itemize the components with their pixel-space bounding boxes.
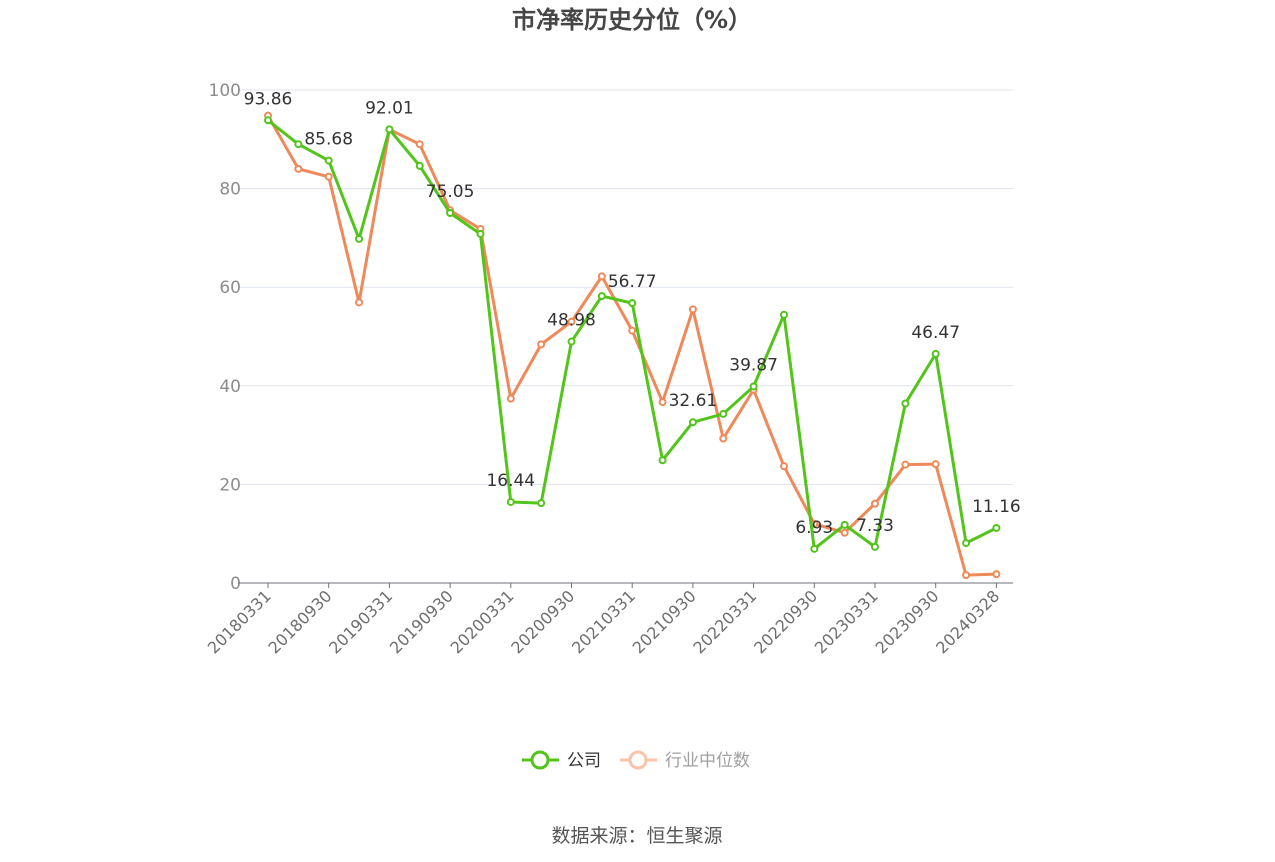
y-tick-label: 60 (219, 278, 241, 298)
data-point[interactable] (324, 156, 333, 165)
data-point[interactable] (810, 544, 819, 553)
x-tick-label: 20200331 (447, 586, 518, 657)
data-point[interactable] (658, 456, 667, 465)
x-tick-label: 20230331 (811, 586, 882, 657)
data-point[interactable] (476, 229, 485, 238)
x-tick-label: 20180331 (204, 586, 275, 657)
data-labels: 93.86 85.68 92.01 75.05 16.44 48.98 56.77 32.61… (244, 89, 1021, 538)
data-point[interactable] (901, 399, 910, 408)
data-point[interactable] (415, 161, 424, 170)
x-axis: 2018033120180930201903312019093020200331… (204, 583, 1003, 657)
data-label: 39.87 (729, 355, 778, 375)
data-point[interactable] (931, 460, 940, 469)
legend-industry-label: 行业中位数 (665, 751, 750, 771)
data-point[interactable] (446, 209, 455, 218)
legend-company-marker (530, 750, 550, 770)
data-point[interactable] (901, 460, 910, 469)
data-point[interactable] (264, 116, 272, 125)
data-label: 56.77 (608, 272, 657, 292)
data-point[interactable] (597, 272, 606, 281)
data-point[interactable] (871, 499, 879, 508)
data-point[interactable] (294, 164, 303, 173)
legend-item-industry-median[interactable]: 行业中位数 (620, 750, 750, 771)
data-point[interactable] (415, 140, 424, 149)
data-point[interactable] (294, 140, 303, 149)
legend: 公司 行业中位数 (522, 750, 750, 771)
chart-title: 市净率历史分位（%） (512, 6, 752, 34)
data-point[interactable] (688, 305, 697, 314)
data-label: 75.05 (426, 182, 475, 202)
x-tick-label: 20190930 (386, 586, 457, 657)
data-point[interactable] (992, 570, 1001, 579)
legend-item-company[interactable]: 公司 (522, 750, 601, 771)
data-point[interactable] (779, 462, 788, 471)
data-point[interactable] (992, 523, 1001, 532)
data-label: 93.86 (244, 89, 293, 109)
data-point[interactable] (567, 317, 576, 326)
data-point[interactable] (537, 499, 546, 508)
data-label: 11.16 (972, 497, 1021, 517)
series-company (264, 116, 1001, 553)
data-point[interactable] (537, 340, 546, 349)
data-label: 16.44 (486, 471, 535, 491)
data-point[interactable] (658, 398, 667, 407)
data-point[interactable] (597, 292, 606, 301)
data-point[interactable] (688, 418, 697, 427)
x-tick-label: 20220930 (750, 586, 821, 657)
y-tick-label: 80 (219, 180, 241, 200)
data-point[interactable] (324, 172, 333, 181)
data-label: 7.33 (856, 516, 894, 536)
legend-company-label: 公司 (567, 751, 601, 771)
data-point[interactable] (385, 125, 394, 134)
legend-industry-marker (628, 750, 648, 770)
data-point[interactable] (962, 539, 971, 548)
x-tick-label: 20210331 (568, 586, 639, 657)
data-source: 数据来源：恒生聚源 (551, 825, 722, 847)
data-point[interactable] (355, 234, 364, 243)
x-tick-label: 20200930 (507, 586, 578, 657)
data-point[interactable] (506, 497, 515, 506)
data-point[interactable] (506, 394, 515, 403)
data-label: 48.98 (547, 311, 596, 331)
data-label: 85.68 (304, 130, 353, 150)
data-label: 32.61 (669, 391, 718, 411)
data-point[interactable] (840, 520, 849, 529)
data-point[interactable] (355, 298, 364, 307)
x-tick-label: 20230930 (872, 586, 943, 657)
data-point[interactable] (840, 528, 849, 537)
data-point[interactable] (567, 337, 576, 346)
data-point[interactable] (779, 310, 788, 319)
data-label: 6.93 (795, 518, 833, 538)
grid (238, 89, 1013, 485)
x-tick-label: 20210930 (629, 586, 700, 657)
data-point[interactable] (962, 571, 971, 580)
data-point[interactable] (931, 349, 940, 358)
x-tick-label: 20220331 (689, 586, 760, 657)
y-tick-label: 20 (219, 475, 241, 495)
series-layer (264, 111, 1001, 580)
data-point[interactable] (871, 542, 879, 551)
data-point[interactable] (628, 326, 637, 335)
data-point[interactable] (628, 299, 637, 308)
x-tick-label: 20180930 (265, 586, 336, 657)
y-tick-label: 100 (209, 81, 241, 101)
data-point[interactable] (749, 382, 758, 391)
y-tick-label: 0 (230, 574, 241, 594)
y-axis: 0 20 40 60 80 100 (209, 81, 241, 594)
data-point[interactable] (719, 434, 728, 443)
data-point[interactable] (719, 409, 728, 418)
series-line (266, 114, 997, 577)
x-tick-label: 20190331 (325, 586, 396, 657)
data-label: 92.01 (365, 98, 414, 118)
data-label: 46.47 (911, 323, 960, 343)
x-tick-label: 20240328 (932, 586, 1003, 657)
y-tick-label: 40 (219, 377, 241, 397)
